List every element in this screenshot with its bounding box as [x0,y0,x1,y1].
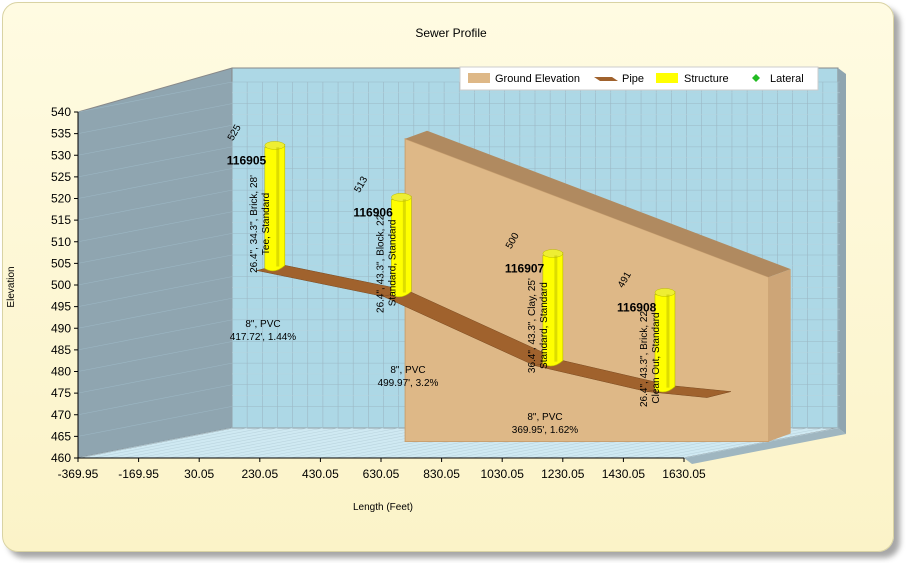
structure-id-label: 116906 [353,205,393,219]
y-tick-label: 535 [51,127,71,141]
floor-edge [684,428,846,464]
y-tick-label: 515 [51,213,71,227]
x-tick-label: 1630.05 [662,467,706,481]
x-tick-label: 1030.05 [481,467,525,481]
legend-swatch-ground [468,73,490,83]
x-tick-label: 630.05 [363,467,400,481]
x-tick-label: -369.95 [58,467,99,481]
pipe-segment-material: 8", PVC [390,365,425,376]
y-tick-label: 475 [51,386,71,400]
pipe-segment-length-slope: 369.95', 1.62% [512,425,579,436]
y-tick-label: 465 [51,429,71,443]
structure-id-label: 116907 [505,262,545,276]
y-tick-label: 485 [51,343,71,357]
ground-top [405,130,791,278]
chart-title: Sewer Profile [415,26,487,40]
x-tick-label: 830.05 [423,467,460,481]
structure-desc-label: 26.4", 34.3", Brick, 28' [249,175,260,273]
pipe-segment-material: 8", PVC [245,319,280,330]
structure-type-label: Clean Out, Standard [651,312,662,403]
legend-swatch-structure [656,73,678,83]
x-tick-label: 1230.05 [541,467,585,481]
right-wall-edge [838,68,846,434]
pipe-segment-length-slope: 499.97', 3.2% [378,378,439,389]
structure-id-label: 116905 [227,153,267,167]
legend-label-lateral: Lateral [770,73,804,85]
structure-desc-label: 26.4", 43.3", Brick, 22' [639,309,650,407]
pipe-segment-length-slope: 417.72', 1.44% [230,332,297,343]
structure-desc-label: 26.4", 43.3", Block, 22' [375,213,386,313]
ground-side [768,269,791,442]
legend: Ground Elevation Pipe Structure Lateral [459,66,819,91]
legend-label-pipe: Pipe [622,73,644,85]
y-tick-label: 495 [51,300,71,314]
legend-swatch-lateral [752,74,760,82]
structure-id-label: 116908 [617,300,657,314]
x-tick-label: 230.05 [241,467,278,481]
x-tick-label: 430.05 [302,467,339,481]
x-tick-label: 30.05 [184,467,214,481]
y-tick-label: 460 [51,451,71,465]
y-tick-label: 530 [51,148,71,162]
structure-desc-label: 36.4", 43.3", Clay, 25' [527,278,538,373]
legend-swatch-pipe [594,77,618,81]
legend-label-structure: Structure [684,73,729,85]
x-ticks: -369.95 -169.95 30.05 230.05 430.05 630.05 830… [58,458,706,481]
x-tick-label: -169.95 [118,467,159,481]
x-axis-title: Length (Feet) [353,502,413,513]
y-tick-label: 490 [51,321,71,335]
y-tick-label: 520 [51,192,71,206]
pipe-segment-labels: 8", PVC 417.72', 1.44% 8", PVC 499.97', 3.2… [230,319,579,436]
structure-type-label: Standard, Standard [539,282,550,369]
y-tick-label: 525 [51,170,71,184]
y-tick-label: 480 [51,365,71,379]
pipe-segment-material: 8", PVC [527,412,562,423]
legend-box [459,66,819,91]
structure-type-label: Tee, Standard [261,193,272,255]
y-tick-label: 470 [51,408,71,422]
y-tick-label: 540 [51,105,71,119]
legend-label-ground: Ground Elevation [495,73,580,85]
structure-type-label: Standard, Standard [387,220,398,307]
ground-elevation-series [404,130,791,442]
y-tick-label: 505 [51,256,71,270]
x-tick-label: 1430.05 [602,467,646,481]
y-ticks: 460 465 470 475 480 485 490 495 500 505 510 515 520 5… [51,105,78,465]
y-tick-label: 500 [51,278,71,292]
y-tick-label: 510 [51,235,71,249]
y-axis-title: Elevation [6,266,17,307]
